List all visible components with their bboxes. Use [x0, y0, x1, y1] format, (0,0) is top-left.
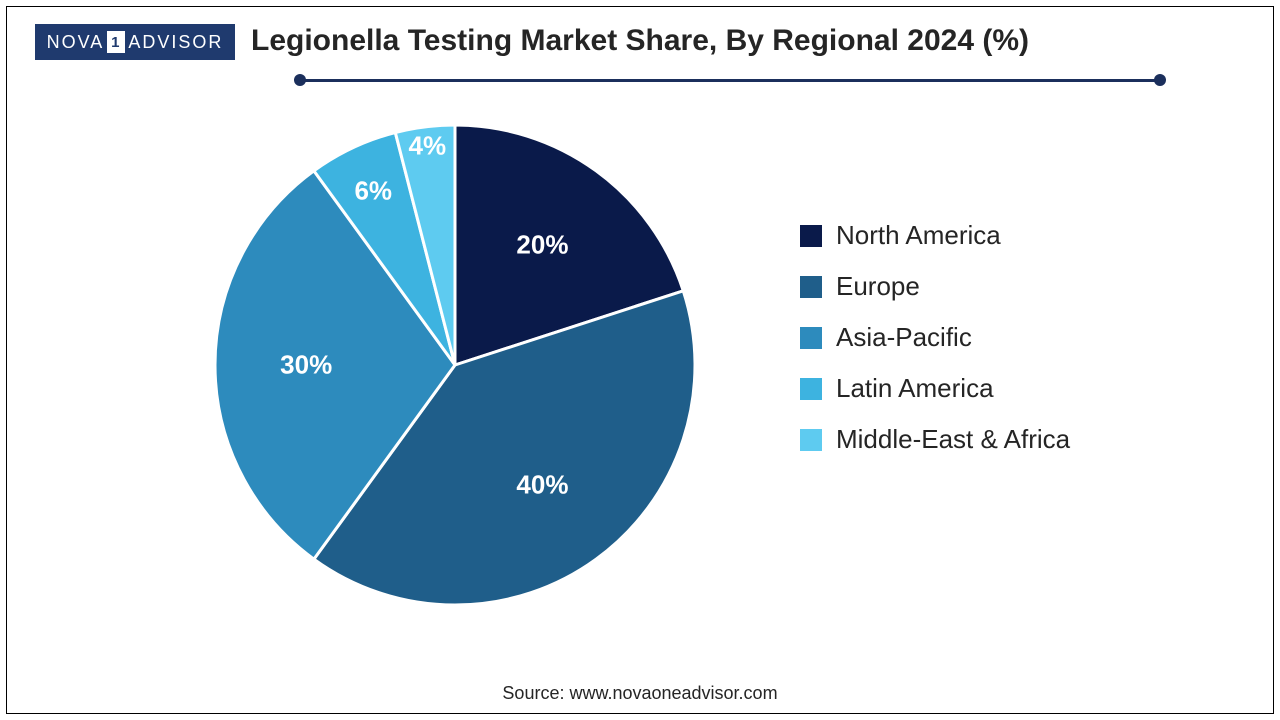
pie-slice-label: 4%	[409, 130, 447, 161]
legend-swatch	[800, 225, 822, 247]
source-text: Source: www.novaoneadvisor.com	[0, 683, 1280, 704]
pie-slice-label: 20%	[516, 229, 568, 260]
divider-line	[300, 79, 1160, 82]
divider-dot-left	[294, 74, 306, 86]
chart-title: Legionella Testing Market Share, By Regi…	[0, 24, 1280, 58]
legend-swatch	[800, 378, 822, 400]
legend-item: Latin America	[800, 373, 1070, 404]
legend-label: Latin America	[836, 373, 994, 404]
legend-swatch	[800, 276, 822, 298]
pie-slice-label: 6%	[354, 176, 392, 207]
legend-label: Middle-East & Africa	[836, 424, 1070, 455]
legend-label: Europe	[836, 271, 920, 302]
legend-label: Asia-Pacific	[836, 322, 972, 353]
legend-swatch	[800, 327, 822, 349]
legend: North America Europe Asia-Pacific Latin Ame…	[800, 220, 1070, 475]
pie-chart: 20% 40% 30% 6% 4%	[215, 125, 695, 605]
legend-item: Europe	[800, 271, 1070, 302]
legend-item: Middle-East & Africa	[800, 424, 1070, 455]
legend-item: Asia-Pacific	[800, 322, 1070, 353]
legend-item: North America	[800, 220, 1070, 251]
pie-slice-label: 30%	[280, 350, 332, 381]
title-divider	[300, 74, 1160, 86]
legend-swatch	[800, 429, 822, 451]
legend-label: North America	[836, 220, 1001, 251]
pie-slice-label: 40%	[516, 470, 568, 501]
divider-dot-right	[1154, 74, 1166, 86]
